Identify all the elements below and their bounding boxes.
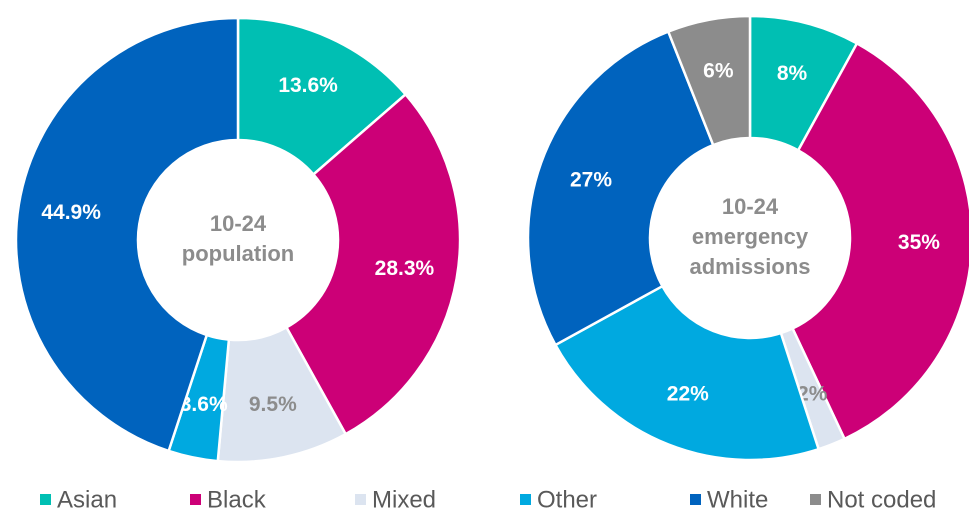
value-label: 2% <box>797 383 828 406</box>
value-label: 8% <box>777 62 808 85</box>
value-label: 6% <box>703 60 734 83</box>
legend-swatch <box>190 494 201 505</box>
legend-label: Black <box>207 486 267 513</box>
value-label: 13.6% <box>278 74 338 97</box>
legend-label: White <box>707 486 768 513</box>
value-label: 35% <box>898 231 940 254</box>
slice <box>236 16 408 177</box>
legend-label: Not coded <box>827 486 936 513</box>
slice <box>790 41 969 441</box>
value-label: 3.6% <box>180 393 228 416</box>
center-label: population <box>182 241 294 266</box>
legend-swatch <box>40 494 51 505</box>
slice <box>666 14 752 147</box>
legend-swatch <box>690 494 701 505</box>
legend-label: Mixed <box>372 486 436 513</box>
value-label: 44.9% <box>41 201 101 224</box>
value-label: 9.5% <box>249 393 297 416</box>
center-label: 10-24 <box>722 194 779 219</box>
legend-label: Asian <box>57 486 117 513</box>
center-label: admissions <box>689 254 810 279</box>
slice <box>553 284 821 462</box>
value-label: 22% <box>667 383 709 406</box>
center-label: 10-24 <box>210 211 267 236</box>
legend-label: Other <box>537 486 597 513</box>
legend-swatch <box>520 494 531 505</box>
slice <box>284 92 462 436</box>
value-label: 27% <box>570 168 612 191</box>
value-label: 28.3% <box>375 257 435 280</box>
slice <box>526 29 715 347</box>
center-label: emergency <box>692 224 809 249</box>
legend-swatch <box>810 494 821 505</box>
legend-swatch <box>355 494 366 505</box>
slice <box>14 16 240 453</box>
